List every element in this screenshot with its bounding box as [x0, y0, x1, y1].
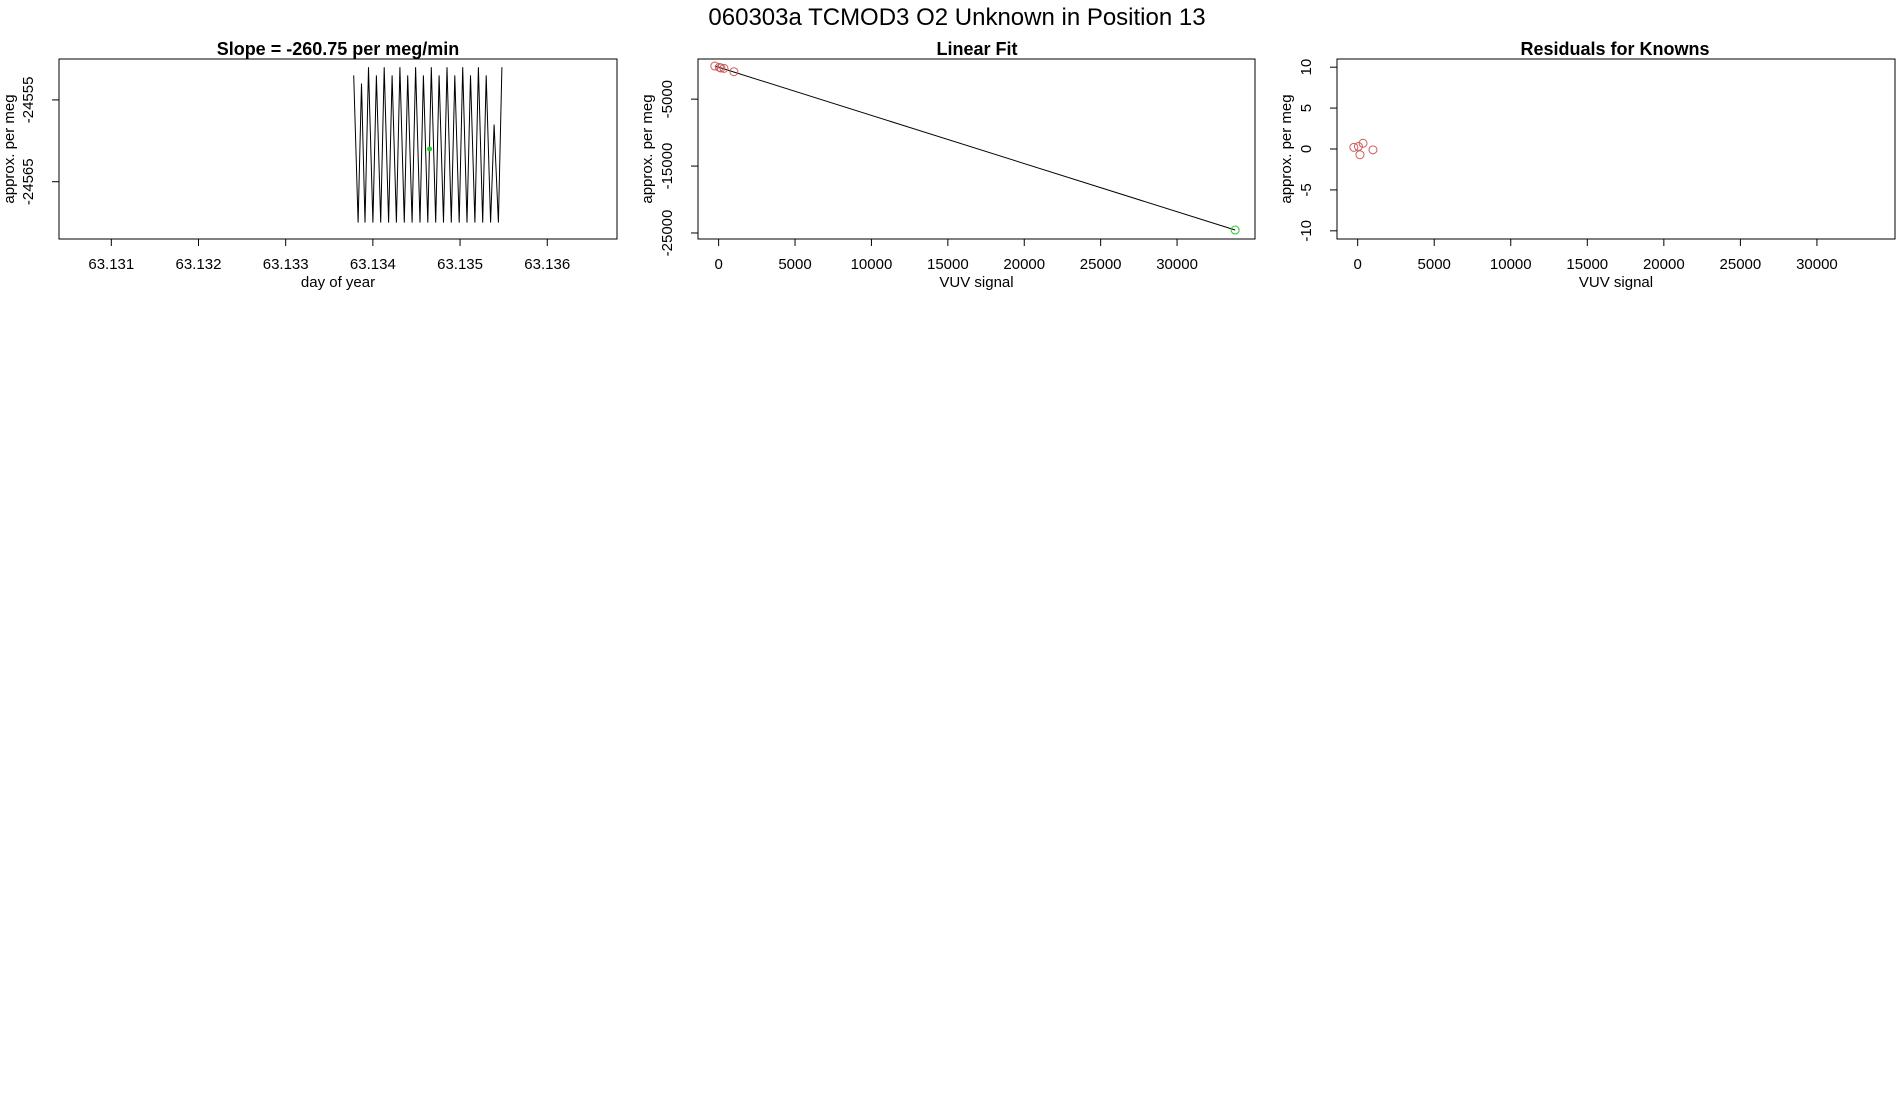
x-tick-label: 30000	[1156, 256, 1198, 273]
x-tick-label: 10000	[851, 256, 893, 273]
y-tick-label: 5	[1298, 104, 1315, 112]
y-tick-label: -15000	[659, 143, 676, 190]
plot-frame	[58, 58, 618, 240]
panel-linear-fit: Linear Fit 0 5000 10000 15000 20000 25000 30000…	[639, 39, 1256, 291]
known-point	[719, 63, 729, 73]
fit-line	[714, 65, 1236, 231]
x-tick-label: 30000	[1796, 256, 1838, 273]
unknown-point	[1230, 225, 1240, 235]
known-point	[710, 61, 720, 71]
x-tick-label: 0	[1353, 256, 1361, 273]
y-tick-label: -5000	[659, 80, 676, 118]
y-tick-label: 10	[1298, 59, 1315, 76]
y-tick-label: 0	[1298, 145, 1315, 153]
x-tick-label: 20000	[1003, 256, 1045, 273]
x-tick-label: 25000	[1720, 256, 1762, 273]
panel-title: Linear Fit	[936, 39, 1017, 59]
panel-title: Slope = -260.75 per meg/min	[217, 39, 460, 59]
x-axis-label: day of year	[301, 274, 375, 291]
known-point	[1358, 138, 1368, 148]
x-tick-label: 63.132	[176, 256, 222, 273]
series-line	[353, 67, 503, 223]
y-axis-label: approx. per meg	[1, 94, 18, 203]
x-axis-label: VUV signal	[1579, 274, 1653, 291]
y-tick-label: -10	[1298, 220, 1315, 242]
main-title: 060303a TCMOD3 O2 Unknown in Position 13	[708, 4, 1205, 31]
x-axis-label: VUV signal	[939, 274, 1013, 291]
y-axis-label: approx. per meg	[1278, 94, 1295, 203]
known-point	[1355, 150, 1365, 160]
known-point	[1349, 142, 1359, 152]
panel-residuals: Residuals for Knowns 0 5000 10000 15000 20000…	[1278, 39, 1896, 291]
known-point	[1368, 145, 1378, 155]
panel-title: Residuals for Knowns	[1520, 39, 1709, 59]
known-point	[729, 67, 739, 77]
x-tick-label: 15000	[1566, 256, 1608, 273]
x-tick-label: 20000	[1643, 256, 1685, 273]
x-tick-label: 5000	[1418, 256, 1451, 273]
x-tick-label: 63.135	[437, 256, 483, 273]
highlight-point	[427, 146, 433, 152]
x-tick-label: 10000	[1490, 256, 1532, 273]
plot-frame	[697, 58, 1256, 240]
x-tick-label: 15000	[927, 256, 969, 273]
y-tick-label: -24555	[20, 77, 37, 124]
y-tick-label: -25000	[659, 210, 676, 257]
x-tick-label: 63.136	[524, 256, 570, 273]
x-tick-label: 63.133	[263, 256, 309, 273]
x-tick-label: 63.134	[350, 256, 396, 273]
panel-time-series: Slope = -260.75 per meg/min 63.131 63.132 6…	[1, 39, 618, 291]
x-tick-label: 63.131	[88, 256, 134, 273]
plot-frame	[1336, 58, 1896, 240]
x-tick-label: 25000	[1080, 256, 1122, 273]
y-tick-label: -24565	[20, 158, 37, 205]
y-tick-label: -5	[1298, 183, 1315, 196]
y-axis-label: approx. per meg	[639, 94, 656, 203]
known-point	[716, 63, 726, 73]
x-tick-label: 0	[714, 256, 722, 273]
x-tick-label: 5000	[778, 256, 811, 273]
